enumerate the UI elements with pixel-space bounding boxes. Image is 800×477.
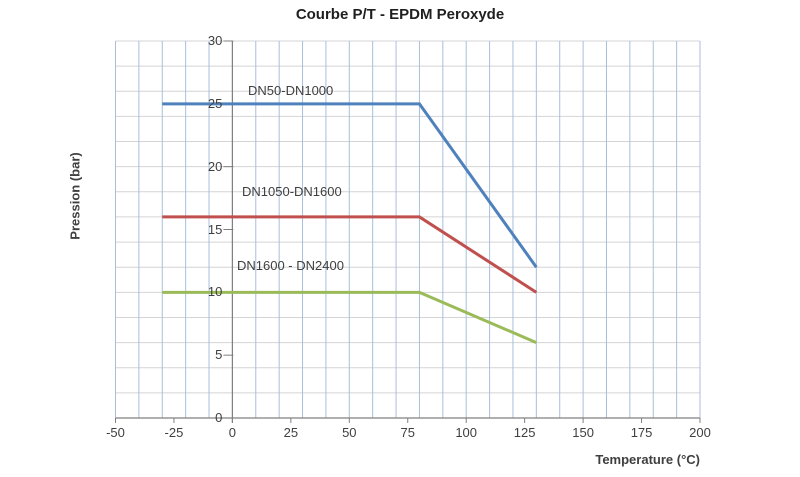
- series-lines: [162, 102, 538, 344]
- x-tick-label: 50: [342, 425, 357, 440]
- y-tick-label: 0: [215, 410, 223, 425]
- series-line-DN1050-DN1600: [162, 215, 538, 294]
- series-line-DN1600-DN2400: [162, 290, 537, 344]
- x-tick-label: 175: [630, 425, 653, 440]
- x-tick-label: 125: [513, 425, 536, 440]
- x-tick-label: -25: [164, 425, 184, 440]
- series-label-dn1050-dn1600: DN1050-DN1600: [242, 184, 342, 199]
- y-tick-label: 10: [207, 284, 223, 300]
- y-tick-label: 5: [215, 347, 223, 363]
- chart-title: Courbe P/T - EPDM Peroxyde: [295, 6, 505, 23]
- x-tick-label: 25: [283, 425, 299, 440]
- y-tick-label: 15: [207, 221, 223, 237]
- x-tick-label: -50: [106, 425, 125, 440]
- x-tick-label: 0: [228, 425, 236, 440]
- x-tick-label: 150: [572, 425, 594, 440]
- y-tick-label: 20: [207, 158, 223, 174]
- series-label-dn50-dn1000: DN50-DN1000: [248, 83, 334, 98]
- series-line-DN50-DN1000: [162, 102, 538, 269]
- y-tick-label: 30: [207, 33, 223, 48]
- series-label-dn1600-dn2400: DN1600 - DN2400: [237, 258, 344, 273]
- x-tick-label: 100: [455, 425, 478, 440]
- x-axis-title: Temperature (°C): [595, 452, 700, 467]
- y-tick-label: 25: [207, 95, 223, 111]
- horizontal-gridlines: [115, 40, 700, 394]
- x-tick-label: 200: [689, 425, 711, 440]
- x-tick-label: 75: [400, 425, 415, 440]
